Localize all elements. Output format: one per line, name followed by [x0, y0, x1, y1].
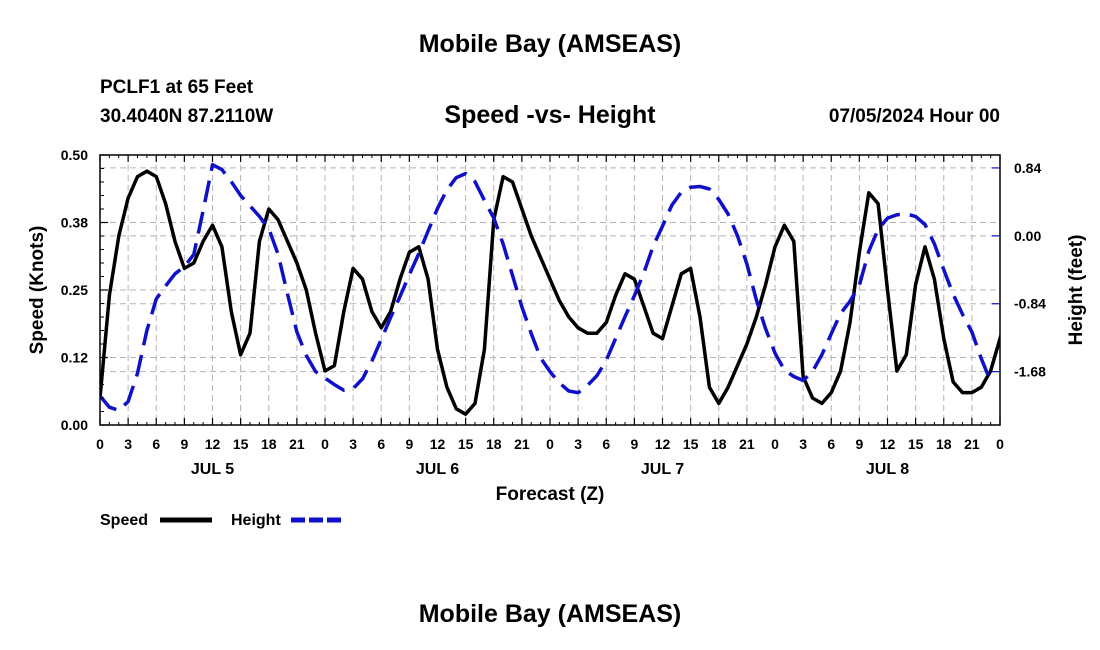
series-line-height [100, 162, 993, 413]
day-label: JUL 8 [866, 461, 909, 478]
x-tick-label: 9 [855, 436, 863, 452]
legend-speed-label: Speed [100, 512, 148, 529]
x-tick-label: 18 [936, 436, 952, 452]
day-label: JUL 7 [641, 461, 684, 478]
y-axis-right-label: Height (feet) [1066, 235, 1087, 346]
x-tick-label: 12 [205, 436, 221, 452]
station-coordinates: 30.4040N 87.2110W [100, 106, 274, 127]
y-left-tick-label: 0.25 [61, 282, 88, 298]
station-label: PCLF1 at 65 Feet [100, 77, 254, 98]
x-tick-label: 21 [739, 436, 755, 452]
grid [99, 154, 1001, 426]
main-title: Mobile Bay (AMSEAS) [418, 30, 682, 58]
series-line-speed [100, 169, 1000, 416]
forecast-time: 07/05/2024 Hour 00 [828, 106, 1000, 127]
x-tick-label: 18 [261, 436, 277, 452]
axes: 0 3 6 9 12 15 18 21 0 3 6 9 12 15 18 21 0 3 6 9 12 15 18 21 0 3 6 9… [61, 147, 1046, 478]
day-label: JUL 5 [191, 461, 234, 478]
x-tick-label: 21 [964, 436, 980, 452]
x-tick-label: 15 [683, 436, 699, 452]
footer-title: Mobile Bay (AMSEAS) [418, 600, 682, 628]
y-left-tick-label: 0.38 [61, 215, 88, 231]
x-tick-label: 6 [377, 436, 385, 452]
x-tick-label: 0 [771, 436, 779, 452]
y-right-tick-label: -1.68 [1014, 364, 1046, 380]
x-tick-label: 6 [152, 436, 160, 452]
x-tick-label: 6 [602, 436, 610, 452]
x-tick-label: 9 [630, 436, 638, 452]
x-tick-label: 21 [514, 436, 530, 452]
x-tick-label: 3 [799, 436, 807, 452]
x-axis-label: Forecast (Z) [496, 484, 605, 505]
chart-title: Speed -vs- Height [444, 101, 656, 129]
x-tick-label: 0 [96, 436, 104, 452]
y-axis-left-label: Speed (Knots) [27, 226, 48, 355]
x-tick-label: 12 [880, 436, 896, 452]
legend: Speed Height [100, 512, 343, 529]
y-right-tick-label: 0.84 [1014, 160, 1041, 176]
x-tick-label: 6 [827, 436, 835, 452]
x-tick-label: 9 [405, 436, 413, 452]
x-tick-label: 0 [546, 436, 554, 452]
y-right-tick-label: -0.84 [1014, 296, 1046, 312]
legend-height-label: Height [231, 512, 281, 529]
x-tick-label: 0 [996, 436, 1004, 452]
x-tick-label: 18 [486, 436, 502, 452]
x-tick-label: 12 [655, 436, 671, 452]
x-tick-label: 15 [908, 436, 924, 452]
y-left-tick-label: 0.00 [61, 417, 88, 433]
x-tick-label: 3 [574, 436, 582, 452]
x-tick-label: 18 [711, 436, 727, 452]
y-left-tick-label: 0.50 [61, 147, 88, 163]
x-tick-label: 0 [321, 436, 329, 452]
series [100, 162, 1000, 416]
x-tick-label: 3 [124, 436, 132, 452]
x-tick-label: 3 [349, 436, 357, 452]
x-tick-label: 9 [180, 436, 188, 452]
y-right-tick-label: 0.00 [1014, 228, 1041, 244]
x-tick-label: 12 [430, 436, 446, 452]
y-left-tick-label: 0.12 [61, 350, 88, 366]
x-tick-label: 15 [233, 436, 249, 452]
x-tick-label: 21 [289, 436, 305, 452]
x-tick-label: 15 [458, 436, 474, 452]
day-label: JUL 6 [416, 461, 459, 478]
